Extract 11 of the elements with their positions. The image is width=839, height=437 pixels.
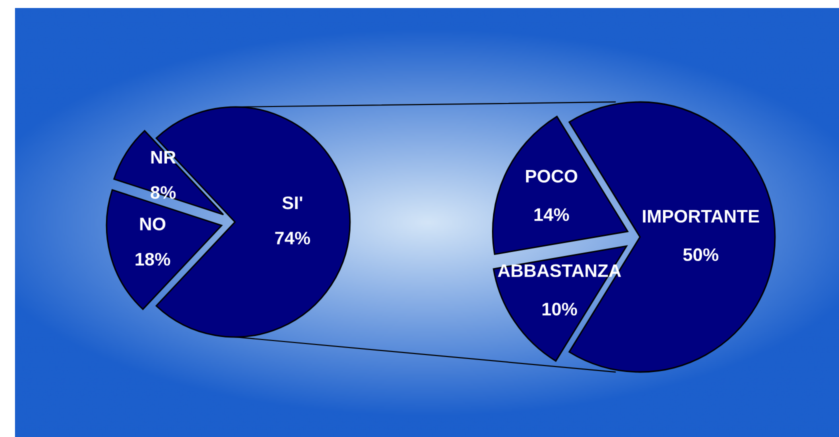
data-label: 14% (534, 208, 570, 221)
data-label: 50% (683, 248, 718, 262)
slice-label: NO (140, 218, 166, 230)
data-label: 8% (150, 186, 176, 199)
slice-label: SI' (282, 196, 302, 210)
data-label: 18% (136, 252, 170, 266)
slice-label: POCO (526, 170, 578, 183)
slice-label: NR (151, 151, 176, 164)
slice-label: IMPORTANTE (642, 210, 760, 223)
data-label: 74% (275, 232, 310, 244)
data-label: 10% (542, 302, 578, 316)
